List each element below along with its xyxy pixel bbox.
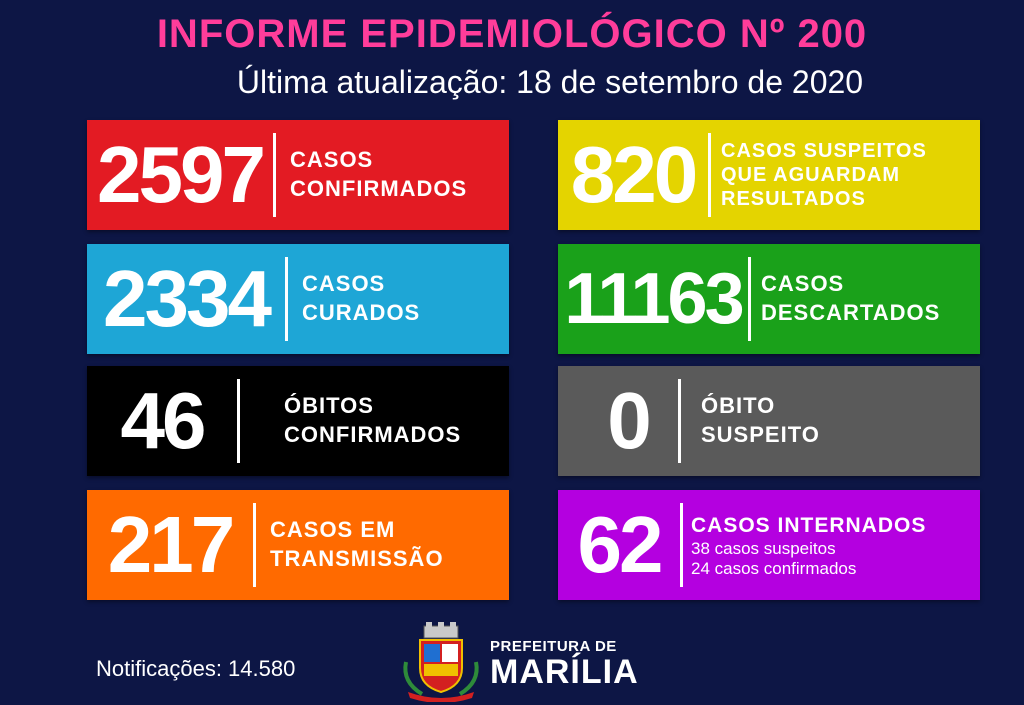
transmission-cases-label: CASOS EM TRANSMISSÃO [256,516,444,573]
label-line: SUSPEITO [701,422,820,447]
card-discarded-cases: 11163 CASOS DESCARTADOS [558,244,980,354]
card-suspected-cases: 820 CASOS SUSPEITOS QUE AGUARDAM RESULTA… [558,120,980,230]
card-divider [237,379,240,463]
card-confirmed-deaths: 46 ÓBITOS CONFIRMADOS [87,366,509,476]
label-line: CASOS [290,147,374,173]
label-line: ÓBITOS [284,393,374,419]
label-line: CASOS INTERNADOS [691,513,927,537]
brand-city-name: MARÍLIA [490,653,639,691]
hospitalized-confirmed-sub: 24 casos confirmados [691,558,857,578]
prefeitura-brand: PREFEITURA DE MARÍLIA [490,638,639,691]
cured-cases-label: CASOS CURADOS [288,270,420,327]
hospitalized-cases-label: CASOS INTERNADOS 38 casos suspeitos 24 c… [683,512,926,578]
confirmed-cases-number: 2597 [97,130,266,219]
card-suspected-death: 0 ÓBITO SUSPEITO [558,366,980,476]
cured-cases-number: 2334 [103,254,272,343]
label-line: CASOS [302,271,386,297]
card-hospitalized-cases: 62 CASOS INTERNADOS 38 casos suspeitos 2… [558,490,980,600]
label-line: RESULTADOS [721,188,866,210]
hospitalized-cases-number: 62 [577,500,664,589]
notifications-total: Notificações: 14.580 [96,656,296,681]
label-line: CONFIRMADOS [284,422,462,447]
card-divider [680,503,683,587]
card-transmission-cases: 217 CASOS EM TRANSMISSÃO [87,490,509,600]
card-divider [285,257,288,341]
hospitalized-suspected-sub: 38 casos suspeitos [691,539,836,559]
page-title: INFORME EPIDEMIOLÓGICO Nº 200 [156,12,868,56]
label-line: CASOS EM [270,517,396,543]
suspected-death-number: 0 [607,376,652,465]
card-confirmed-cases: 2597 CASOS CONFIRMADOS [87,120,509,230]
discarded-cases-label: CASOS DESCARTADOS [751,270,940,327]
label-line: CONFIRMADOS [290,176,468,201]
label-line: CASOS SUSPEITOS [721,140,927,162]
confirmed-deaths-label: ÓBITOS CONFIRMADOS [240,392,461,449]
suspected-cases-number: 820 [570,130,698,219]
card-divider [678,379,681,463]
last-update: Última atualização: 18 de setembro de 20… [236,64,864,100]
suspected-death-label: ÓBITO SUSPEITO [681,392,820,449]
label-line: CURADOS [302,300,421,325]
card-divider [708,133,711,217]
label-line: QUE AGUARDAM [721,164,901,186]
label-line: TRANSMISSÃO [270,546,444,571]
transmission-cases-number: 217 [107,500,235,589]
label-line: ÓBITO [701,393,776,419]
label-line: CASOS [761,271,845,297]
confirmed-deaths-number: 46 [120,376,207,465]
card-divider [748,257,751,341]
discarded-cases-number: 11163 [564,259,744,339]
brand-small-text: PREFEITURA DE [490,638,617,655]
card-divider [273,133,276,217]
label-line: DESCARTADOS [761,300,941,325]
card-divider [253,503,256,587]
card-cured-cases: 2334 CASOS CURADOS [87,244,509,354]
confirmed-cases-label: CASOS CONFIRMADOS [276,146,467,203]
suspected-cases-label: CASOS SUSPEITOS QUE AGUARDAM RESULTADOS [711,139,927,211]
city-coat-of-arms-icon [403,622,479,702]
